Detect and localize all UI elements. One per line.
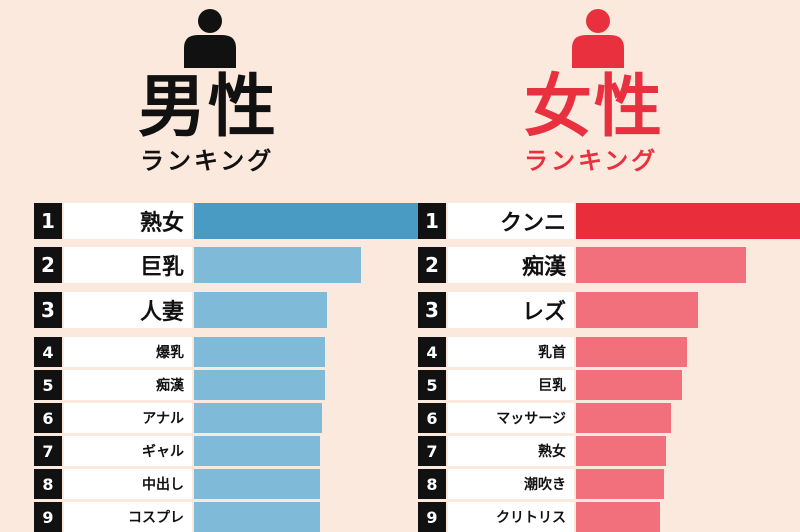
person-icon-head — [586, 9, 610, 33]
ranking-bar — [194, 502, 320, 532]
rank-number: 2 — [418, 247, 446, 283]
ranking-bar — [576, 403, 671, 433]
category-label: 爆乳 — [64, 337, 192, 367]
ranking-bar — [194, 337, 325, 367]
category-label: 巨乳 — [64, 247, 192, 283]
rank-number: 9 — [418, 502, 446, 532]
category-label: レズ — [448, 292, 574, 328]
male-title: 男性 — [138, 68, 279, 147]
rank-number: 8 — [418, 469, 446, 499]
category-label: 熟女 — [448, 436, 574, 466]
ranking-bar — [194, 469, 320, 499]
person-icon — [184, 9, 236, 68]
female-subtitle: ランキング — [524, 147, 659, 175]
ranking-bar — [194, 436, 320, 466]
ranking-bar — [576, 436, 666, 466]
person-icon-body — [184, 35, 236, 68]
person-icon-head — [198, 9, 222, 33]
category-label: 人妻 — [64, 292, 192, 328]
rank-number: 1 — [418, 203, 446, 239]
rank-number: 9 — [34, 502, 62, 532]
male-subtitle: ランキング — [140, 147, 275, 175]
category-label: 乳首 — [448, 337, 574, 367]
ranking-bar — [576, 469, 664, 499]
rank-number: 3 — [34, 292, 62, 328]
ranking-bar — [576, 247, 746, 283]
ranking-bar — [576, 370, 682, 400]
ranking-bar — [194, 370, 325, 400]
ranking-bar — [576, 337, 687, 367]
rank-number: 7 — [418, 436, 446, 466]
category-label: クンニ — [448, 203, 574, 239]
male-ranking-panel: 男性 ランキング 1 熟女 2 巨乳 3 人妻 4 爆乳 5 痴漢 6 アナル 7 ギャル 8 中出し 9 コスプ… — [34, 9, 419, 532]
category-label: 巨乳 — [448, 370, 574, 400]
ranking-bar — [576, 502, 660, 532]
female-title: 女性 — [524, 68, 665, 147]
category-label: ギャル — [64, 436, 192, 466]
category-label: コスプレ — [64, 502, 192, 532]
rank-number: 2 — [34, 247, 62, 283]
rank-number: 4 — [34, 337, 62, 367]
rank-number: 7 — [34, 436, 62, 466]
category-label: アナル — [64, 403, 192, 433]
ranking-bar — [194, 247, 361, 283]
ranking-bar — [576, 292, 698, 328]
person-icon — [572, 9, 624, 68]
person-icon-body — [572, 35, 624, 68]
ranking-bar — [194, 203, 419, 239]
ranking-bar — [194, 403, 322, 433]
category-label: 潮吹き — [448, 469, 574, 499]
rank-number: 1 — [34, 203, 62, 239]
rank-number: 5 — [418, 370, 446, 400]
female-ranking-panel: 女性 ランキング 1 クンニ 2 痴漢 3 レズ 4 乳首 5 巨乳 6 マッサージ 7 熟女 8 潮吹き 9 ク… — [400, 0, 800, 532]
rank-number: 6 — [34, 403, 62, 433]
ranking-bar — [576, 203, 800, 239]
category-label: 中出し — [64, 469, 192, 499]
rank-number: 3 — [418, 292, 446, 328]
rank-number: 5 — [34, 370, 62, 400]
rank-number: 6 — [418, 403, 446, 433]
category-label: 熟女 — [64, 203, 192, 239]
rank-number: 8 — [34, 469, 62, 499]
category-label: 痴漢 — [64, 370, 192, 400]
category-label: クリトリス — [448, 502, 574, 532]
ranking-bar — [194, 292, 327, 328]
category-label: マッサージ — [448, 403, 574, 433]
category-label: 痴漢 — [448, 247, 574, 283]
rank-number: 4 — [418, 337, 446, 367]
